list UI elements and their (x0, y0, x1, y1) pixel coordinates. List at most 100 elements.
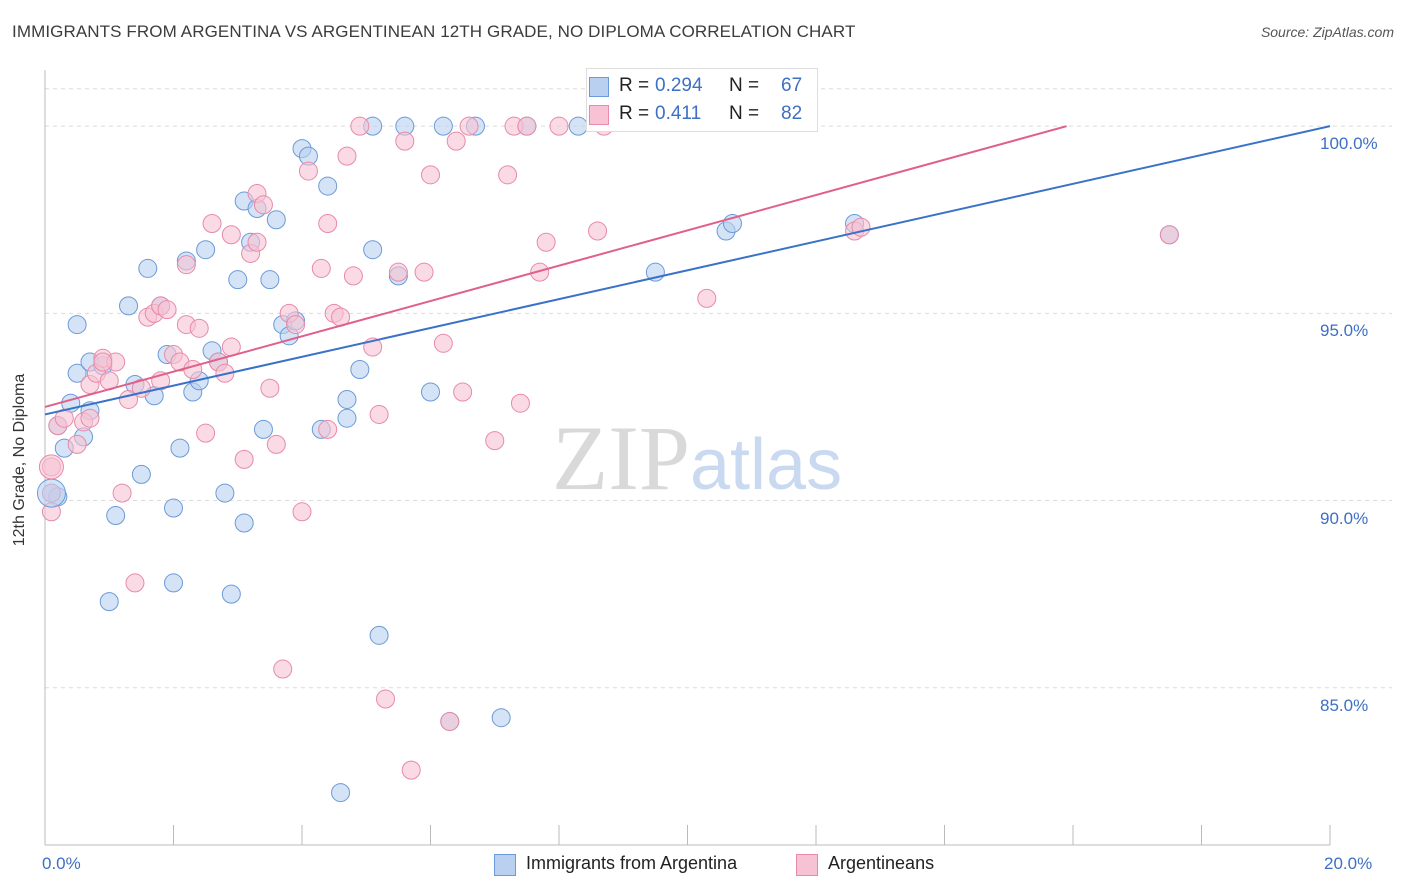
x-tick-label-min: 0.0% (42, 854, 81, 873)
y-tick-label: 85.0% (1320, 695, 1369, 715)
point-immigrants (99, 592, 119, 612)
point-immigrants (106, 506, 126, 526)
point-argentineans (93, 352, 113, 372)
point-argentineans (67, 434, 87, 454)
legend-label: Immigrants from Argentina (526, 853, 738, 873)
point-argentineans (260, 378, 280, 398)
point-argentineans (536, 232, 556, 252)
point-immigrants (196, 240, 216, 260)
legend-r-label: R = (619, 103, 650, 124)
chart-title: IMMIGRANTS FROM ARGENTINA VS ARGENTINEAN… (12, 22, 856, 41)
point-argentineans (112, 483, 132, 503)
point-argentineans (530, 262, 550, 282)
point-immigrants (67, 363, 87, 383)
point-argentineans (292, 502, 312, 522)
point-argentineans (1159, 225, 1179, 245)
legend-swatch-pink (796, 854, 818, 876)
legend-row-argentineans: R = 0.411 N = 82 (587, 101, 815, 129)
point-immigrants (164, 573, 183, 593)
point-argentineans (247, 232, 267, 252)
chart-source: Source: ZipAtlas.com (1260, 24, 1394, 40)
point-argentineans (414, 262, 434, 282)
point-argentineans (350, 116, 370, 136)
point-immigrants (337, 389, 357, 409)
point-immigrants (234, 513, 254, 533)
point-argentineans (395, 131, 415, 151)
point-argentineans (286, 315, 306, 335)
point-immigrants (260, 270, 280, 290)
point-argentineans (433, 333, 453, 353)
y-axis-label: 12th Grade, No Diploma (11, 373, 28, 547)
legend-row-immigrants: R = 0.294 N = 67 (587, 73, 815, 101)
point-argentineans (337, 146, 357, 166)
point-argentineans (388, 262, 408, 282)
legend-r-label: R = (619, 75, 650, 96)
point-argentineans (318, 419, 338, 439)
point-immigrants (318, 176, 338, 196)
point-argentineans (697, 288, 717, 308)
trendline-argentineans (44, 125, 1067, 408)
point-argentineans (273, 659, 293, 679)
point-immigrants (138, 258, 158, 278)
point-argentineans (453, 382, 473, 402)
legend-r-value: 0.294 (655, 75, 703, 96)
point-immigrants (266, 210, 286, 230)
point-argentineans (401, 760, 421, 780)
legend-label: Argentineans (828, 853, 935, 873)
point-immigrants (350, 360, 370, 380)
point-immigrants (119, 296, 139, 316)
point-argentineans (498, 165, 518, 185)
point-immigrants (331, 783, 351, 803)
point-argentineans (318, 214, 338, 234)
point-argentineans (311, 258, 331, 278)
point-immigrants (363, 240, 383, 260)
y-tick-label: 100.0% (1320, 134, 1378, 154)
point-argentineans (125, 573, 145, 593)
legend-n-label: N = (729, 75, 760, 96)
point-immigrants (215, 483, 235, 503)
point-argentineans (221, 225, 241, 245)
point-argentineans (421, 165, 440, 185)
legend-swatch-pink (589, 105, 609, 125)
legend-swatch-blue (494, 854, 516, 876)
point-immigrants (36, 478, 66, 508)
legend-n-value: 82 (781, 103, 803, 124)
point-argentineans (588, 221, 608, 241)
point-argentineans (176, 255, 196, 275)
y-tick-label: 95.0% (1320, 321, 1369, 341)
x-tick-label-max: 20.0% (1324, 854, 1373, 873)
point-immigrants (164, 498, 183, 518)
point-immigrants (221, 584, 241, 604)
point-immigrants (228, 270, 248, 290)
point-immigrants (568, 116, 588, 136)
stats-legend: R = 0.294 N = 67 R = 0.411 N = 82 (586, 68, 818, 132)
trendline-immigrants (44, 125, 1331, 416)
point-argentineans (196, 423, 216, 443)
point-argentineans (446, 131, 466, 151)
point-argentineans (369, 404, 389, 424)
point-argentineans (266, 434, 286, 454)
y-tick-label: 90.0% (1320, 508, 1369, 528)
point-immigrants (337, 408, 357, 428)
watermark-zip: ZIP (552, 407, 690, 509)
legend-n-label: N = (729, 103, 760, 124)
point-argentineans (459, 116, 479, 136)
watermark: ZIPatlas (552, 405, 842, 511)
watermark-atlas: atlas (690, 425, 843, 505)
point-argentineans (485, 431, 505, 451)
point-argentineans (253, 195, 273, 215)
legend-n-value: 67 (781, 75, 803, 96)
point-immigrants (131, 464, 151, 484)
point-argentineans (549, 116, 569, 136)
point-argentineans (343, 266, 363, 286)
point-argentineans (440, 711, 460, 731)
point-argentineans (183, 360, 203, 380)
point-argentineans (517, 116, 537, 136)
point-argentineans (376, 689, 396, 709)
point-immigrants (67, 315, 87, 335)
point-argentineans (202, 214, 222, 234)
point-argentineans (38, 454, 64, 480)
legend-r-value: 0.411 (655, 103, 702, 124)
point-argentineans (80, 408, 100, 428)
point-argentineans (157, 300, 177, 320)
